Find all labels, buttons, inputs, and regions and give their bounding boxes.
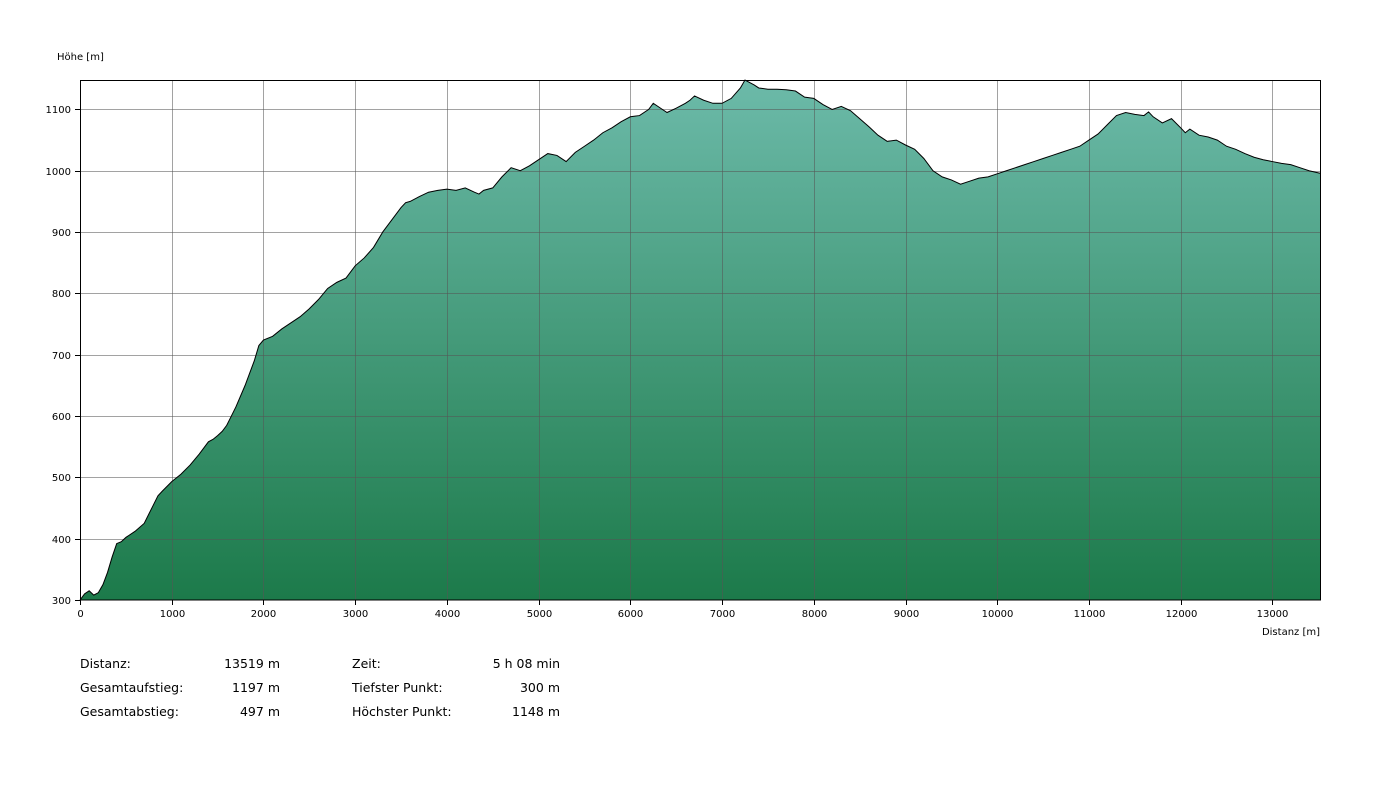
x-tick-label: 6000 bbox=[618, 609, 643, 620]
x-tick-label: 4000 bbox=[435, 609, 460, 620]
x-tick-label: 8000 bbox=[802, 609, 827, 620]
x-tick-label: 0 bbox=[77, 609, 83, 620]
y-tick-label: 400 bbox=[52, 535, 71, 546]
x-tick-label: 7000 bbox=[710, 609, 735, 620]
x-tick-label: 3000 bbox=[343, 609, 368, 620]
x-tick-label: 13000 bbox=[1257, 609, 1289, 620]
y-tick-label: 800 bbox=[52, 289, 71, 300]
descent-value: 497 m bbox=[239, 704, 280, 719]
elevation-profile-chart: 0 1000 2000 3000 4000 5000 6000 7000 8000 9000 100… bbox=[46, 52, 1321, 638]
highest-point-value: 1148 m bbox=[512, 704, 560, 719]
x-tick-label: 2000 bbox=[251, 609, 276, 620]
highest-point-label: Höchster Punkt: bbox=[352, 704, 452, 719]
x-tick-label: 11000 bbox=[1074, 609, 1106, 620]
plot-border bbox=[80, 80, 1321, 601]
x-tick-label: 1000 bbox=[160, 609, 185, 620]
y-tick-label: 600 bbox=[52, 412, 71, 423]
x-axis-label: Distanz [m] bbox=[1262, 627, 1320, 638]
x-tick-label: 5000 bbox=[527, 609, 552, 620]
distance-label: Distanz: bbox=[80, 656, 131, 671]
ascent-label: Gesamtaufstieg: bbox=[80, 680, 184, 695]
grid-lines bbox=[80, 80, 1320, 600]
y-tick-label: 1100 bbox=[46, 105, 71, 116]
y-tick-label: 1000 bbox=[46, 167, 71, 178]
y-tick-label: 700 bbox=[52, 351, 71, 362]
y-tick-label: 500 bbox=[52, 473, 71, 484]
x-axis-ticks: 0 1000 2000 3000 4000 5000 6000 7000 8000 9000 100… bbox=[77, 600, 1288, 620]
descent-label: Gesamtabstieg: bbox=[80, 704, 179, 719]
x-tick-label: 12000 bbox=[1166, 609, 1198, 620]
y-tick-label: 900 bbox=[52, 228, 71, 239]
elevation-area bbox=[80, 80, 1320, 600]
elevation-line bbox=[79, 79, 1321, 601]
distance-value: 13519 m bbox=[224, 656, 280, 671]
time-value: 5 h 08 min bbox=[492, 656, 560, 671]
lowest-point-label: Tiefster Punkt: bbox=[352, 680, 443, 695]
y-axis-ticks: 300 400 500 600 700 800 900 1000 1100 bbox=[46, 105, 80, 607]
y-tick-label: 300 bbox=[52, 596, 71, 607]
y-axis-label: Höhe [m] bbox=[57, 52, 104, 63]
ascent-value: 1197 m bbox=[232, 680, 280, 695]
x-tick-label: 10000 bbox=[982, 609, 1014, 620]
x-tick-label: 9000 bbox=[894, 609, 919, 620]
time-label: Zeit: bbox=[352, 656, 381, 671]
lowest-point-value: 300 m bbox=[519, 680, 560, 695]
